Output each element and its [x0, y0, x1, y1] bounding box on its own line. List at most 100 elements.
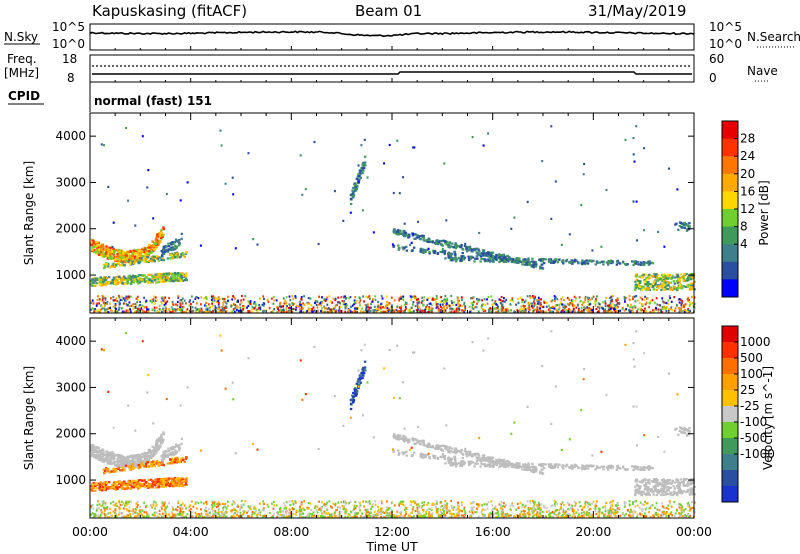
data-cell — [363, 368, 366, 371]
data-cell — [175, 240, 178, 243]
data-cell — [431, 445, 434, 448]
data-cell — [580, 203, 583, 207]
data-cell — [127, 275, 130, 278]
data-cell — [122, 258, 125, 261]
data-cell — [159, 236, 163, 240]
data-cell — [437, 303, 439, 306]
data-cell — [148, 249, 151, 253]
data-cell — [247, 304, 250, 308]
data-cell — [355, 187, 358, 191]
data-cell — [665, 310, 668, 313]
data-cell — [147, 464, 151, 467]
data-cell — [400, 232, 404, 235]
data-cell — [186, 308, 189, 311]
data-cell — [174, 478, 178, 481]
data-cell — [668, 295, 671, 298]
data-cell — [153, 242, 156, 245]
data-cell — [159, 478, 163, 482]
data-cell — [141, 274, 144, 277]
data-cell — [591, 309, 593, 312]
data-cell — [409, 295, 412, 298]
data-cell — [368, 295, 371, 298]
data-cell — [152, 246, 155, 249]
data-cell — [341, 300, 344, 303]
data-cell — [258, 306, 260, 309]
data-cell — [447, 254, 450, 257]
data-cell — [650, 275, 654, 278]
data-cell — [445, 219, 448, 222]
data-cell — [388, 309, 391, 312]
data-cell — [119, 277, 122, 280]
data-cell — [669, 281, 672, 284]
data-cell — [678, 278, 681, 281]
data-cell — [175, 277, 179, 280]
data-cell — [259, 306, 262, 309]
data-cell — [367, 303, 369, 306]
data-cell — [104, 457, 108, 460]
data-cell — [322, 310, 325, 313]
data-cell — [363, 360, 367, 363]
data-cell — [123, 255, 126, 258]
data-cell — [159, 239, 162, 242]
data-cell — [673, 282, 676, 285]
data-cell — [162, 247, 165, 250]
data-cell — [169, 253, 172, 256]
data-cell — [127, 487, 130, 490]
data-cell — [242, 305, 244, 308]
data-cell — [203, 297, 205, 300]
data-cell — [644, 295, 646, 298]
data-cell — [220, 305, 223, 308]
data-cell — [148, 278, 151, 282]
data-cell — [185, 484, 188, 487]
data-cell — [533, 302, 536, 305]
data-cell — [509, 303, 512, 306]
data-cell — [153, 309, 156, 312]
data-cell — [174, 458, 177, 461]
data-cell — [157, 481, 161, 484]
data-cell — [251, 306, 254, 309]
data-cell — [137, 274, 141, 277]
data-cell — [603, 310, 605, 313]
data-cell — [277, 307, 279, 310]
data-cell — [505, 298, 508, 302]
data-cell — [419, 310, 422, 313]
data-cell — [428, 309, 431, 312]
data-cell — [421, 310, 424, 313]
data-cell — [112, 299, 115, 302]
data-cell — [687, 299, 689, 302]
data-cell — [461, 305, 463, 308]
data-cell — [573, 259, 576, 263]
data-cell — [508, 255, 511, 259]
data-cell — [367, 309, 370, 312]
data-cell — [198, 308, 200, 311]
data-cell — [225, 305, 228, 309]
data-cell — [125, 484, 128, 487]
data-cell — [129, 282, 133, 285]
data-cell — [235, 305, 238, 308]
data-cell — [167, 248, 171, 251]
data-cell — [152, 460, 155, 463]
data-cell — [488, 258, 492, 261]
data-cell — [134, 302, 137, 305]
data-cell — [205, 308, 208, 311]
data-cell — [240, 301, 243, 304]
data-cell — [370, 306, 372, 309]
data-cell — [188, 304, 191, 307]
data-cell — [445, 299, 447, 302]
data-cell — [680, 223, 684, 226]
data-cell — [457, 296, 459, 299]
data-cell — [522, 304, 525, 307]
data-cell — [135, 304, 137, 307]
data-cell — [501, 259, 504, 262]
data-cell — [534, 303, 537, 306]
data-cell — [392, 433, 396, 436]
data-cell — [119, 258, 122, 261]
data-cell — [99, 308, 102, 311]
data-cell — [664, 301, 667, 304]
data-cell — [343, 299, 346, 303]
data-cell — [117, 254, 120, 257]
data-cell — [448, 304, 451, 307]
data-cell — [115, 310, 117, 313]
data-cell — [580, 299, 582, 303]
data-cell — [183, 460, 186, 463]
